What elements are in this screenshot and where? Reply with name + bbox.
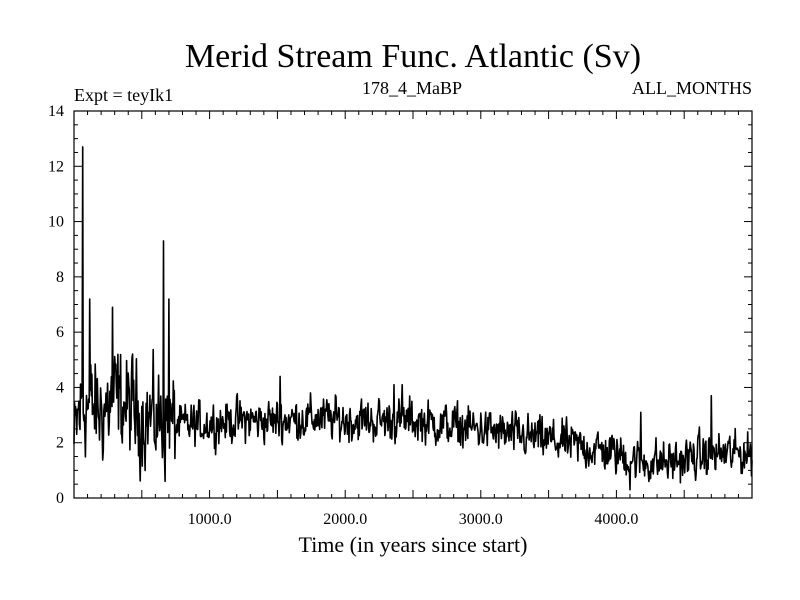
y-tick-label: 14 [48, 103, 64, 120]
experiment-label: Expt = teyIk1 [74, 85, 173, 105]
chart-title: Merid Stream Func. Atlantic (Sv) [185, 38, 641, 75]
y-tick-label: 4 [56, 379, 64, 396]
y-tick-label: 12 [48, 158, 64, 175]
x-tick-label: 3000.0 [459, 511, 503, 528]
x-axis: 1000.0 2000.0 3000.0 4000.0 [87, 111, 739, 528]
x-tick-label: 1000.0 [188, 511, 232, 528]
period-label: 178_4_MaBP [362, 78, 462, 98]
x-axis-label: Time (in years since start) [299, 532, 528, 557]
y-tick-label: 8 [56, 269, 64, 286]
y-tick-label: 0 [56, 490, 64, 507]
y-tick-label: 10 [48, 214, 64, 231]
x-tick-label: 2000.0 [323, 511, 367, 528]
months-label: ALL_MONTHS [632, 78, 752, 98]
x-tick-label: 4000.0 [594, 511, 638, 528]
plot-area [73, 146, 753, 491]
y-tick-label: 6 [56, 324, 64, 341]
y-axis: 0 2 4 6 8 10 12 14 [48, 103, 752, 507]
y-tick-label: 2 [56, 435, 64, 452]
series-line [73, 146, 753, 491]
